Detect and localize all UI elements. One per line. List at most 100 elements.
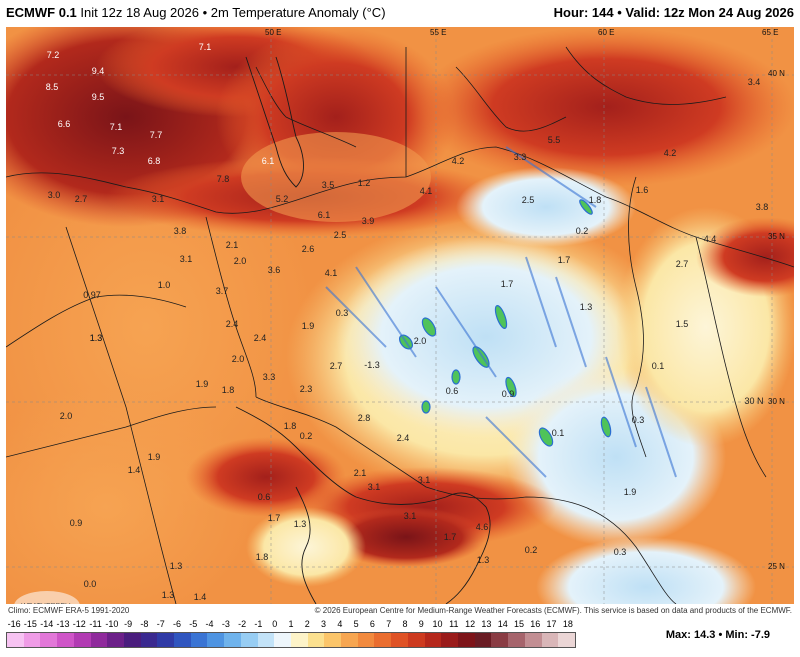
anomaly-value: 1.3 [169, 561, 183, 571]
legend-swatch [457, 633, 475, 647]
anomaly-value: 5.2 [275, 194, 289, 204]
anomaly-value: 1.2 [357, 178, 371, 188]
anomaly-value: 0.3 [335, 308, 349, 318]
min-value: Min: -7.9 [725, 629, 770, 641]
anomaly-value: 3.8 [173, 226, 187, 236]
legend-tick: -11 [89, 619, 102, 629]
legend-tick: 0 [272, 619, 278, 629]
legend-swatch [107, 633, 124, 647]
anomaly-value: 2.0 [59, 411, 73, 421]
anomaly-value: 1.9 [195, 379, 209, 389]
legend-tick: 12 [465, 619, 476, 629]
legend-tick: -16 [7, 619, 21, 629]
anomaly-value: 1.8 [255, 552, 269, 562]
valid-time: Valid: 12z Mon 24 Aug 2026 [625, 5, 794, 20]
anomaly-value: 1.5 [675, 319, 689, 329]
legend-swatch [374, 633, 392, 647]
legend-swatch [140, 633, 158, 647]
anomaly-value: 1.3 [89, 333, 103, 343]
lat-25: 25 N [768, 562, 785, 571]
lon-60: 60 E [598, 28, 615, 37]
anomaly-value: 0.3 [613, 547, 627, 557]
anomaly-value: 0.9 [501, 389, 515, 399]
anomaly-value: 0.2 [299, 431, 313, 441]
anomaly-value: 0.2 [524, 545, 538, 555]
legend-swatch [341, 633, 358, 647]
anomaly-value: 1.9 [623, 487, 637, 497]
anomaly-value: 0.0 [83, 579, 97, 589]
anomaly-value: 7.1 [198, 42, 212, 52]
anomaly-value: 3.0 [47, 190, 61, 200]
legend-swatch [541, 633, 559, 647]
lon-55: 55 E [430, 28, 447, 37]
anomaly-value: 2.1 [353, 468, 367, 478]
forecast-hour: Hour: 144 [553, 5, 614, 20]
legend-tick: -10 [105, 619, 119, 629]
legend-tick: -5 [189, 619, 198, 629]
anomaly-value: 2.5 [521, 195, 535, 205]
anomaly-value: 2.5 [333, 230, 347, 240]
anomaly-value: 0.6 [257, 492, 271, 502]
legend-tick: -12 [72, 619, 86, 629]
anomaly-value: 1.8 [221, 385, 235, 395]
anomaly-value: 2.7 [675, 259, 689, 269]
anomaly-value: 2.0 [413, 336, 427, 346]
anomaly-map: 50 E 55 E 60 E 65 E 40 N 35 N 30 N 25 N … [6, 27, 794, 604]
header-title: ECMWF 0.1 Init 12z 18 Aug 2026 • 2m Temp… [6, 5, 386, 20]
legend-tick: -6 [172, 619, 182, 629]
anomaly-value: 1.3 [476, 555, 490, 565]
anomaly-value: 3.1 [151, 194, 165, 204]
legend-tick: -13 [56, 619, 70, 629]
lat-35: 35 N [768, 232, 785, 241]
anomaly-value: 0.97 [83, 290, 101, 300]
legend-swatch [90, 633, 108, 647]
anomaly-value: 3.4 [747, 77, 761, 87]
weatherbell-logo: WEATHERBELL [14, 591, 80, 604]
legend-tick: 2 [304, 619, 310, 629]
anomaly-value: 3.5 [321, 180, 335, 190]
anomaly-value: 9.5 [91, 92, 105, 102]
anomaly-value: 2.0 [231, 354, 245, 364]
init-time: Init 12z 18 Aug 2026 [80, 5, 199, 20]
legend-swatch [508, 633, 525, 647]
legend-tick: 15 [513, 619, 525, 629]
anomaly-value: 2.3 [299, 384, 313, 394]
legend-bar [6, 632, 576, 648]
anomaly-value: 1.8 [588, 195, 602, 205]
legend-swatch [307, 633, 325, 647]
legend-tick: 10 [432, 619, 443, 629]
legend-swatch [174, 633, 191, 647]
legend-swatch [23, 633, 41, 647]
anomaly-value: 1.3 [579, 302, 593, 312]
anomaly-value: 30 N [744, 396, 764, 406]
legend-swatch [123, 633, 141, 647]
anomaly-value: 2.1 [225, 240, 239, 250]
legend-swatch [491, 633, 509, 647]
anomaly-value: 1.4 [127, 465, 141, 475]
anomaly-value: 4.6 [475, 522, 489, 532]
anomaly-value: 3.1 [417, 475, 431, 485]
legend-tick: -7 [156, 619, 165, 629]
anomaly-value: 4.2 [451, 156, 465, 166]
gridlines [6, 27, 794, 604]
legend-swatch [407, 633, 425, 647]
legend-swatch [240, 633, 258, 647]
model-name: ECMWF 0.1 [6, 5, 77, 20]
anomaly-value: 2.4 [253, 333, 267, 343]
anomaly-value: 7.2 [46, 50, 60, 60]
legend-swatch [257, 633, 275, 647]
legend-swatch [40, 633, 58, 647]
legend-tick: 11 [449, 619, 459, 629]
legend-tick: 4 [337, 619, 343, 629]
copyright-note: © 2026 European Centre for Medium-Range … [314, 606, 792, 615]
legend-tick: 16 [530, 619, 541, 629]
anomaly-value: 1.9 [301, 321, 315, 331]
anomaly-value: 3.3 [262, 372, 276, 382]
climo-note: Climo: ECMWF ERA-5 1991-2020 [8, 606, 130, 615]
legend-swatch [7, 633, 24, 647]
anomaly-value: 1.7 [443, 532, 457, 542]
legend-tick: -3 [221, 619, 230, 629]
max-min: Max: 14.3 • Min: -7.9 [665, 629, 770, 641]
anomaly-value: 4.1 [324, 268, 338, 278]
legend-swatch [324, 633, 342, 647]
